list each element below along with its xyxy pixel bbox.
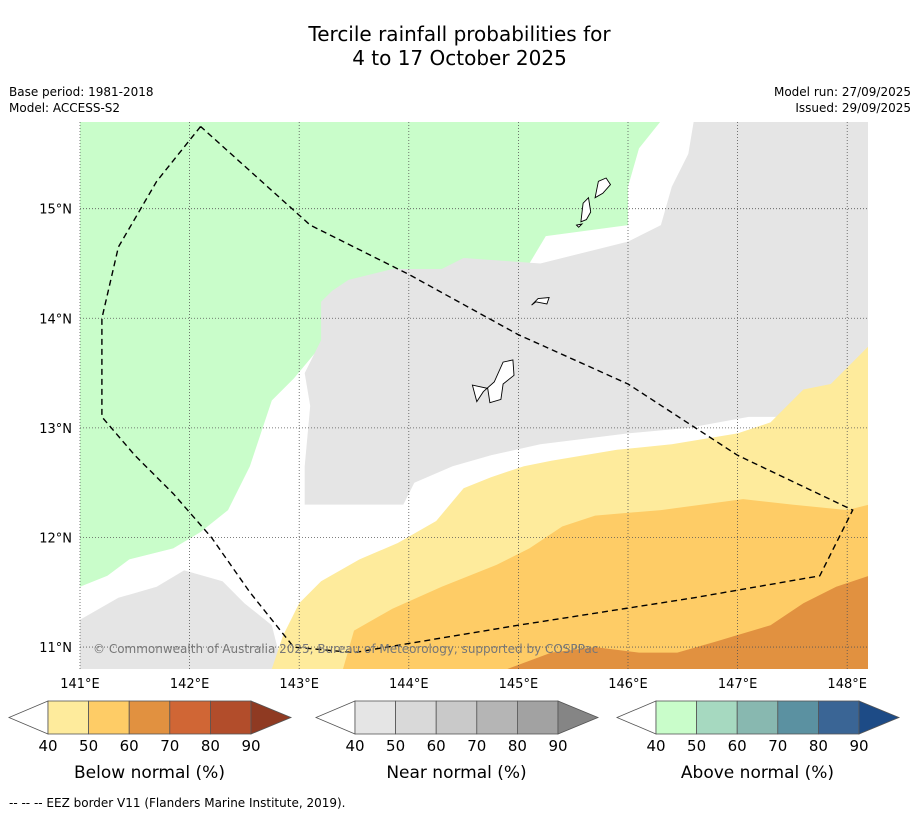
- colorbar-legends: 40 50 60 70 80 90 Below normal (%) 40 50 60 70 80 90…: [7, 700, 901, 783]
- y-tick-labels: 15°N 14°N 13°N 12°N 11°N: [39, 203, 72, 656]
- x-tick-labels: 141°E 142°E 143°E 144°E 145°E 146°E 147°E 148°E: [60, 677, 867, 692]
- colorbar-tick: 40: [646, 737, 665, 755]
- colorbar-extend-low: [314, 700, 356, 735]
- x-tick-label: 146°E: [608, 677, 648, 692]
- chart-title: Tercile rainfall probabilities for 4 to …: [0, 22, 919, 70]
- copyright-note: © Commonwealth of Australia 2025, Bureau…: [93, 642, 598, 656]
- colorbar-segment: [354, 700, 396, 735]
- colorbar-tick: 90: [849, 737, 868, 755]
- meta-right: Model run: 27/09/2025 Issued: 29/09/2025: [774, 84, 911, 116]
- island-aguijan: [575, 223, 584, 228]
- colorbar-tick: 60: [427, 737, 446, 755]
- y-tick-label: 13°N: [39, 422, 72, 437]
- y-tick-label: 14°N: [39, 312, 72, 327]
- eez-border-line: [101, 125, 854, 654]
- y-tick-label: 15°N: [39, 203, 72, 218]
- meta-left: Base period: 1981-2018 Model: ACCESS-S2: [9, 84, 154, 116]
- base-period: Base period: 1981-2018: [9, 85, 154, 99]
- colorbar-tick: 40: [345, 737, 364, 755]
- colorbar-segment: [209, 700, 252, 735]
- colorbar-segment: [777, 700, 819, 735]
- colorbar-segment: [47, 700, 89, 735]
- region-below-normal-60-70-8: [507, 576, 868, 669]
- colorbar-1: 40 50 60 70 80 90 Near normal (%): [314, 700, 600, 783]
- colorbar-extend-low: [615, 700, 657, 735]
- colorbar-extend-low: [7, 700, 49, 735]
- colorbar-0: 40 50 60 70 80 90 Below normal (%): [7, 700, 293, 783]
- x-tick-label: 148°E: [827, 677, 867, 692]
- x-tick-label: 147°E: [718, 677, 758, 692]
- colorbar-tick: 90: [548, 737, 567, 755]
- colorbar-extend-high: [250, 700, 293, 735]
- colorbar-tick: 70: [768, 737, 787, 755]
- colorbar-segment: [88, 700, 130, 735]
- map-figure: © Commonwealth of Australia 2025, Bureau…: [7, 122, 901, 783]
- colorbar-segment: [655, 700, 697, 735]
- colorbar-segment: [169, 700, 211, 735]
- eez-footnote: -- -- -- EEZ border V11 (Flanders Marine…: [9, 796, 346, 810]
- island-tinian: [580, 196, 592, 223]
- colorbar-segment: [395, 700, 437, 735]
- colorbar-tick: 90: [241, 737, 260, 755]
- colorbar-label: Above normal (%): [681, 763, 834, 783]
- colorbar-tick: 80: [809, 737, 828, 755]
- colorbar-tick: 50: [79, 737, 98, 755]
- colorbar-segment: [435, 700, 478, 735]
- x-tick-label: 144°E: [389, 677, 429, 692]
- colorbar-2: 40 50 60 70 80 90 Above normal (%): [615, 700, 901, 783]
- colorbar-extend-high: [858, 700, 901, 735]
- island-outlines: [471, 177, 612, 404]
- model-name: Model: ACCESS-S2: [9, 101, 121, 115]
- y-tick-label: 12°N: [39, 531, 72, 546]
- colorbar-label: Near normal (%): [386, 763, 526, 783]
- region-below-normal-50-60-7: [343, 499, 868, 669]
- colorbar-tick: 80: [508, 737, 527, 755]
- x-tick-label: 141°E: [60, 677, 100, 692]
- region-above-normal-40-50-3: [80, 122, 661, 587]
- title-line-1: Tercile rainfall probabilities for: [308, 22, 611, 46]
- colorbar-segment: [736, 700, 779, 735]
- colorbar-tick: 70: [160, 737, 179, 755]
- graticule: [79, 122, 868, 669]
- colorbar-extend-high: [557, 700, 600, 735]
- region-near-normal-40-50-5: [80, 570, 283, 669]
- model-run: Model run: 27/09/2025: [773, 85, 911, 99]
- colorbar-segment: [476, 700, 518, 735]
- island-guam: [471, 359, 515, 404]
- region-near-normal-40-50-4: [304, 122, 868, 505]
- contour-regions: [80, 122, 868, 669]
- colorbar-tick: 50: [687, 737, 706, 755]
- island-saipan: [594, 177, 612, 199]
- title-line-2: 4 to 17 October 2025: [352, 46, 567, 70]
- x-tick-label: 142°E: [170, 677, 210, 692]
- colorbar-segment: [696, 700, 738, 735]
- x-tick-label: 145°E: [499, 677, 539, 692]
- colorbar-segment: [128, 700, 171, 735]
- issued-date: Issued: 29/09/2025: [795, 101, 911, 115]
- island-rota: [531, 296, 550, 306]
- colorbar-tick: 40: [38, 737, 57, 755]
- colorbar-label: Below normal (%): [74, 763, 225, 783]
- colorbar-tick: 80: [201, 737, 220, 755]
- colorbar-tick: 50: [386, 737, 405, 755]
- colorbar-tick: 60: [728, 737, 747, 755]
- colorbar-segment: [818, 700, 860, 735]
- colorbar-tick: 60: [120, 737, 139, 755]
- y-tick-label: 11°N: [39, 641, 72, 656]
- colorbar-segment: [517, 700, 559, 735]
- colorbar-tick: 70: [467, 737, 486, 755]
- x-tick-label: 143°E: [279, 677, 319, 692]
